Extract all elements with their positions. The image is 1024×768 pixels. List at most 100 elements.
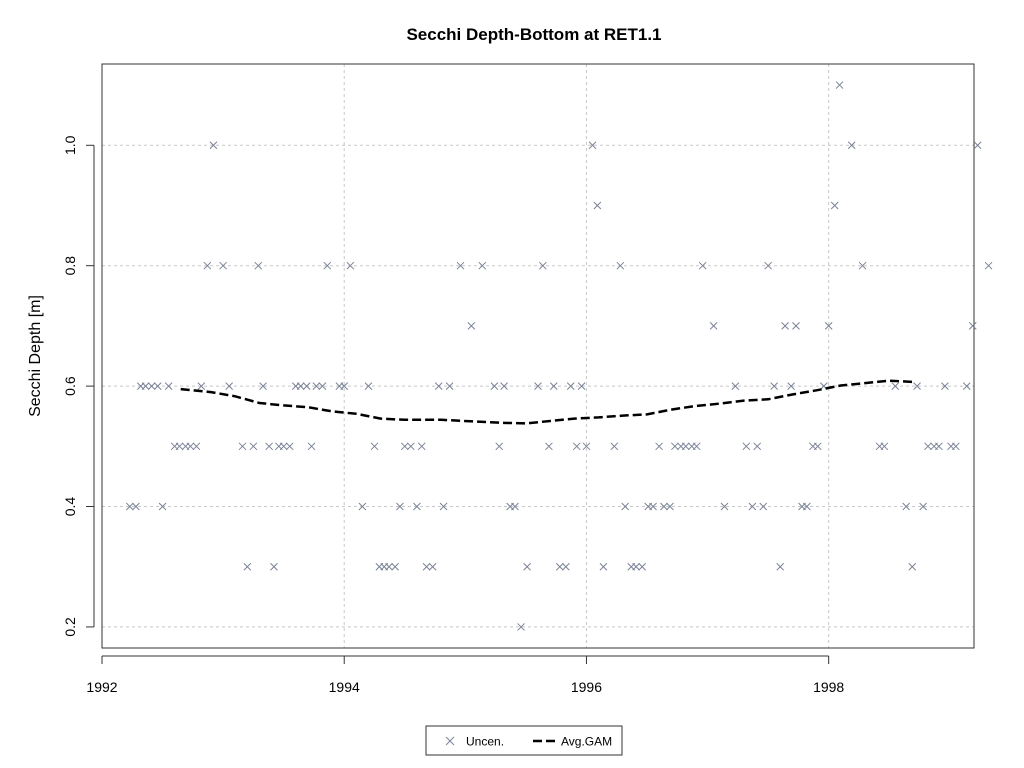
data-point	[203, 261, 212, 270]
data-point	[175, 442, 184, 451]
data-point	[962, 382, 971, 390]
data-point	[417, 442, 426, 451]
data-point	[147, 382, 156, 390]
data-point	[400, 442, 409, 451]
data-point	[434, 382, 443, 390]
data-point	[153, 382, 162, 390]
avg-gam-line	[180, 379, 914, 425]
y-axis: 0.2 0.4 0.6 0.8 1.0	[62, 135, 95, 637]
data-point	[270, 562, 278, 571]
data-point	[968, 322, 977, 330]
data-point	[731, 382, 740, 390]
data-point	[941, 382, 949, 390]
data-point	[770, 382, 779, 390]
data-point	[370, 442, 379, 451]
data-point	[681, 442, 690, 451]
data-point	[340, 382, 349, 390]
data-point	[219, 261, 227, 270]
data-point	[254, 261, 263, 270]
data-point	[225, 382, 234, 390]
data-point	[562, 562, 570, 571]
data-point	[523, 562, 531, 571]
y-tick-label: 0.6	[62, 376, 78, 396]
grid-lines	[101, 64, 974, 648]
data-point	[141, 382, 150, 390]
data-point	[323, 261, 332, 270]
data-point	[655, 442, 663, 451]
data-point	[158, 502, 167, 511]
data-point	[572, 442, 581, 451]
data-point	[698, 261, 707, 270]
data-point	[279, 442, 288, 451]
data-point	[259, 382, 267, 390]
data-point	[671, 442, 679, 451]
data-point	[830, 201, 839, 210]
data-point	[880, 442, 889, 451]
data-point	[511, 502, 519, 511]
data-point	[632, 562, 640, 571]
data-point	[428, 562, 437, 571]
y-axis-label: Secchi Depth [m]	[27, 295, 44, 417]
legend-label-avg-gam: Avg.GAM	[561, 735, 612, 749]
data-point	[577, 382, 586, 390]
data-point	[908, 562, 917, 571]
data-point	[500, 382, 508, 390]
x-tick-label: 1994	[329, 679, 360, 695]
y-tick-label: 1.0	[62, 135, 78, 155]
data-point	[413, 502, 421, 511]
data-point	[649, 502, 657, 511]
data-point	[984, 261, 993, 270]
legend-point-symbol	[445, 736, 455, 746]
data-point	[197, 382, 206, 390]
data-point	[835, 81, 844, 89]
data-point	[364, 382, 373, 390]
y-tick-label: 0.4	[62, 497, 78, 517]
data-point	[588, 141, 597, 150]
data-point	[302, 382, 311, 390]
x-axis: 1992 1994 1996 1998	[86, 655, 844, 695]
data-point	[582, 442, 591, 451]
data-point	[692, 442, 701, 451]
data-point	[847, 141, 856, 150]
data-point	[720, 502, 729, 511]
data-point	[742, 442, 751, 451]
data-point	[439, 502, 448, 511]
data-point	[748, 502, 757, 511]
data-point	[534, 382, 542, 390]
data-point	[517, 623, 525, 631]
legend-box	[425, 725, 623, 756]
data-point	[599, 562, 608, 571]
data-point	[764, 261, 772, 270]
data-point	[265, 442, 273, 451]
data-point	[538, 261, 547, 270]
data-point	[913, 382, 921, 390]
legend: Uncen. Avg.GAM	[425, 725, 623, 756]
data-point	[813, 442, 822, 451]
uncensored-points	[126, 81, 993, 631]
data-point	[973, 141, 982, 150]
data-point	[787, 382, 795, 390]
data-point	[902, 502, 911, 511]
data-point	[924, 442, 932, 451]
data-point	[132, 502, 140, 511]
plot-area-frame	[101, 63, 975, 649]
data-point	[192, 442, 201, 451]
x-tick-label: 1998	[813, 679, 844, 695]
data-point	[490, 382, 499, 390]
data-point	[285, 442, 294, 451]
legend-label-uncensored: Uncen.	[466, 735, 504, 749]
data-point	[358, 502, 367, 511]
data-point	[307, 442, 316, 451]
data-point	[346, 261, 355, 270]
x-tick-label: 1996	[571, 679, 602, 695]
data-point	[919, 502, 927, 511]
data-point	[555, 562, 564, 571]
data-point	[549, 382, 558, 390]
data-point	[951, 442, 960, 451]
data-point	[391, 562, 399, 571]
data-point	[186, 442, 195, 451]
data-point	[467, 322, 476, 330]
y-tick-label: 0.2	[62, 617, 78, 637]
data-point	[776, 562, 785, 571]
data-point	[545, 442, 553, 451]
